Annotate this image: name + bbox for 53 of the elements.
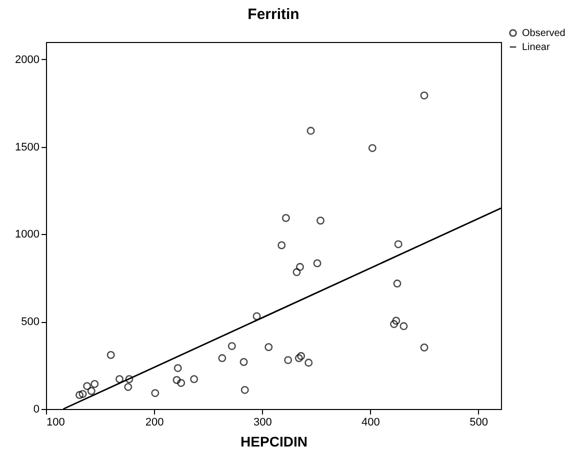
point	[264, 343, 273, 352]
point	[151, 389, 160, 398]
point	[282, 214, 290, 222]
point	[124, 382, 132, 391]
point	[294, 354, 303, 362]
point	[174, 364, 182, 372]
y-tick-label: 0	[33, 404, 40, 416]
y-tick-label: 2000	[15, 54, 40, 66]
x-tick-label: 100	[46, 416, 65, 428]
legend-label: Observed	[522, 28, 566, 39]
point	[292, 268, 301, 276]
point	[316, 216, 325, 225]
x-axis-title: HEPCIDIN	[240, 434, 308, 450]
point	[278, 241, 286, 250]
point	[125, 375, 134, 384]
point	[87, 387, 96, 395]
point	[296, 262, 304, 271]
point	[420, 91, 428, 100]
point	[228, 342, 236, 350]
point	[394, 240, 402, 248]
point	[306, 126, 315, 135]
point	[252, 312, 261, 320]
x-tick-label: 300	[253, 416, 272, 428]
point	[284, 356, 292, 364]
point	[420, 343, 428, 352]
legend-label: Linear	[522, 42, 550, 53]
point	[240, 386, 249, 394]
x-tick-label: 400	[362, 416, 380, 428]
point	[393, 280, 402, 288]
point	[190, 375, 198, 384]
point	[297, 352, 306, 360]
y-tick-label: 1500	[15, 141, 40, 154]
point	[392, 316, 400, 325]
x-tick-label: 500	[470, 416, 488, 428]
point	[313, 259, 322, 268]
point	[368, 144, 376, 152]
y-tick-label: 1000	[15, 228, 40, 241]
y-tick-label: 500	[21, 316, 40, 328]
point	[390, 320, 398, 328]
point	[76, 391, 84, 400]
point	[106, 351, 115, 359]
point	[177, 378, 186, 387]
point	[83, 382, 92, 390]
point	[78, 390, 87, 398]
x-tick-label: 200	[145, 416, 164, 428]
point	[240, 358, 248, 366]
chart-title: Ferritin	[248, 6, 300, 23]
point	[218, 354, 226, 362]
point	[90, 380, 99, 388]
point	[304, 358, 313, 367]
point	[115, 375, 124, 384]
point	[400, 322, 408, 330]
point	[172, 376, 181, 384]
